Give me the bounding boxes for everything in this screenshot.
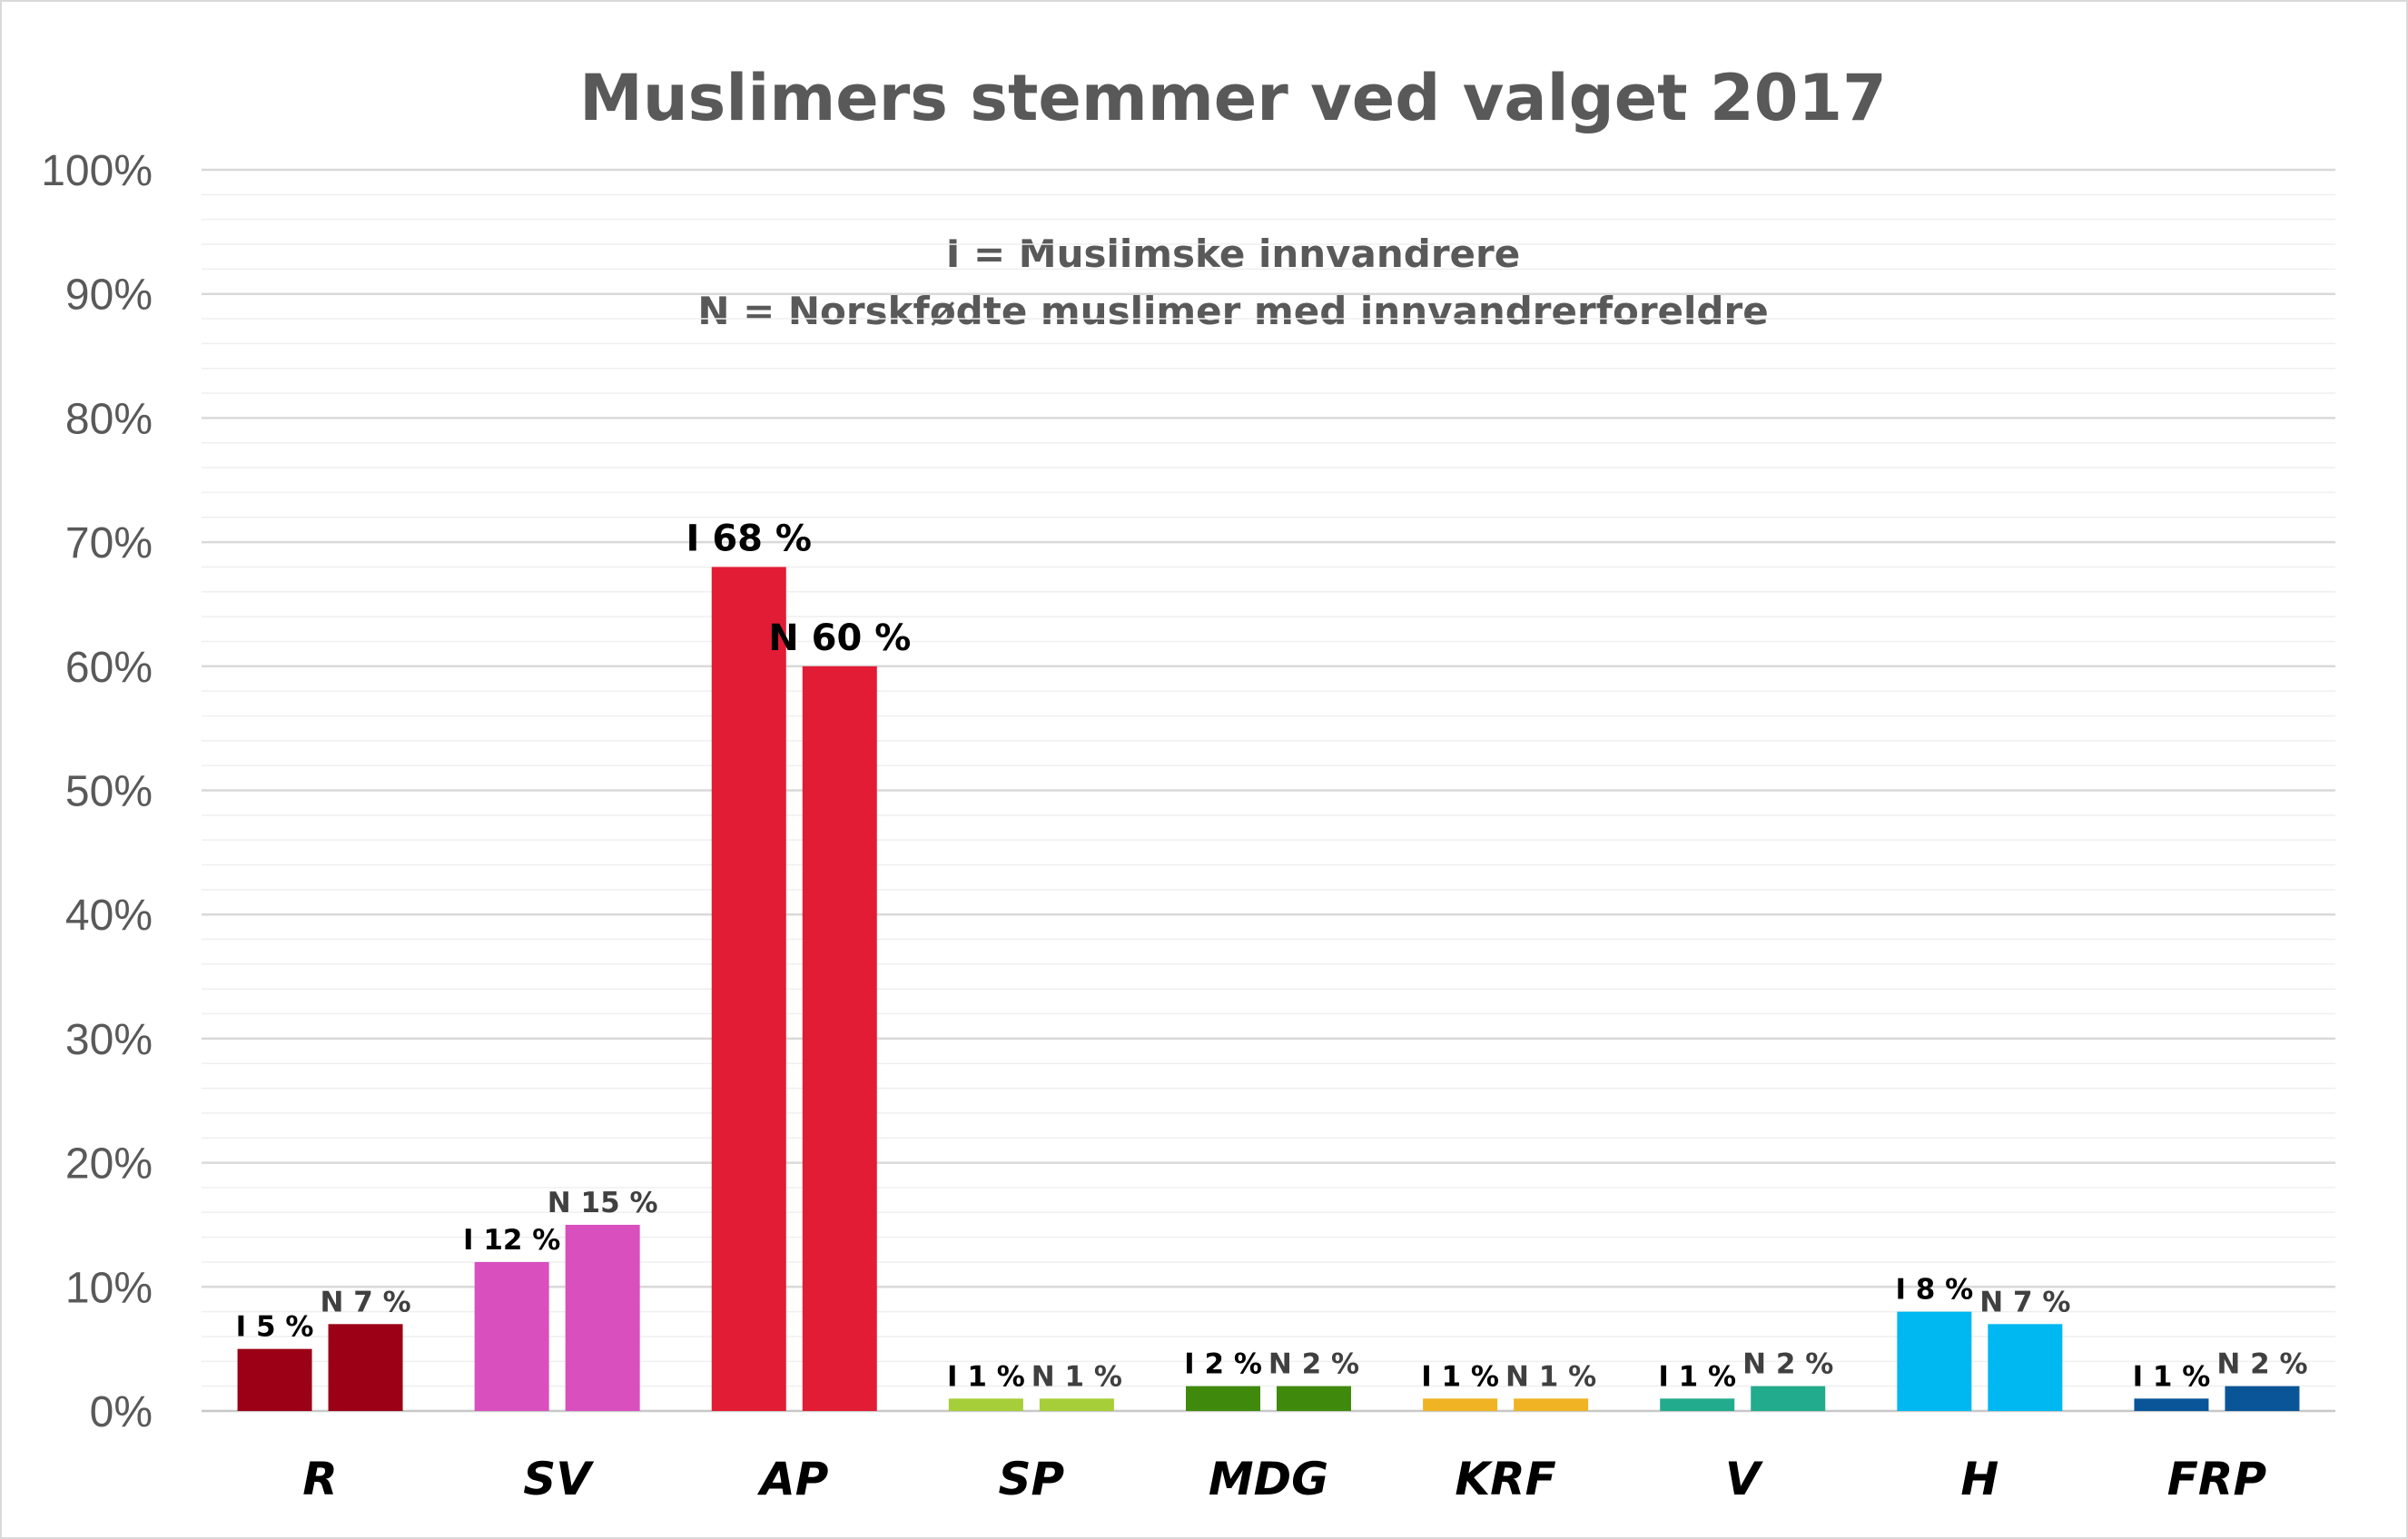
- data-label-i: I 8 %: [1895, 1274, 1973, 1307]
- data-label-i: I 1 %: [2133, 1360, 2211, 1393]
- data-label-i: I 68 %: [686, 518, 812, 559]
- legend-note-n: N = Norskfødte muslimer med innvandrerfo…: [697, 289, 1768, 333]
- bar-n: [1751, 1386, 1826, 1411]
- data-label-n: N 2 %: [1742, 1348, 1833, 1381]
- data-label-i: I 2 %: [1184, 1348, 1262, 1381]
- bar-n: [2225, 1386, 2300, 1411]
- y-tick-label: 90%: [65, 271, 153, 320]
- bar-i: [1423, 1398, 1498, 1411]
- x-tick-label: R: [302, 1453, 338, 1505]
- data-label-n: N 2 %: [1268, 1348, 1359, 1381]
- x-tick-label: FRP: [2167, 1453, 2266, 1505]
- bar-i: [948, 1398, 1023, 1411]
- bar-i: [1897, 1311, 1972, 1411]
- bar-n: [1277, 1386, 1351, 1411]
- bar-i: [474, 1261, 549, 1411]
- data-label-n: N 15 %: [548, 1187, 658, 1219]
- x-tick-label: AP: [756, 1453, 828, 1505]
- x-tick-label: SV: [523, 1453, 594, 1505]
- y-tick-label: 30%: [65, 1016, 153, 1064]
- x-tick-label: V: [1725, 1453, 1763, 1505]
- data-label-i: I 12 %: [463, 1224, 560, 1257]
- chart-title: Muslimers stemmer ved valget 2017: [579, 61, 1887, 135]
- bar-i: [711, 567, 786, 1411]
- y-axis: 0% 10% 20% 30% 40% 50% 60% 70% 80% 90% 100%: [41, 147, 153, 1436]
- y-tick-label: 70%: [65, 519, 153, 567]
- bars: [237, 567, 2300, 1411]
- y-tick-label: 80%: [65, 395, 153, 443]
- data-labels: I 5 %N 7 %I 12 %N 15 %I 68 %N 60 %I 1 % N…: [236, 518, 2308, 1393]
- data-label-n: N 2 %: [2216, 1348, 2307, 1381]
- y-tick-label: 0%: [90, 1388, 153, 1436]
- data-label-i: I 1 %: [1421, 1360, 1499, 1393]
- bar-n: [1988, 1324, 2063, 1411]
- bar-n: [1514, 1398, 1589, 1411]
- y-tick-label: 20%: [65, 1140, 153, 1189]
- data-label-i: I 1 %: [947, 1360, 1025, 1393]
- bar-i: [237, 1348, 312, 1411]
- bar-i: [2134, 1398, 2209, 1411]
- bar-n: [1039, 1398, 1114, 1411]
- x-tick-label: H: [1960, 1453, 1998, 1505]
- data-label-n: N 60 %: [768, 617, 911, 659]
- data-label-i: I 5 %: [236, 1311, 314, 1344]
- y-tick-label: 50%: [65, 768, 153, 816]
- y-tick-label: 100%: [41, 147, 153, 195]
- y-tick-label: 60%: [65, 644, 153, 692]
- bar-n: [565, 1224, 640, 1411]
- bar-i: [1660, 1398, 1735, 1411]
- data-label-n: N 1 %: [1031, 1360, 1122, 1393]
- x-tick-label: MDG: [1209, 1453, 1328, 1505]
- x-axis: R SV AP SP MDG KRF V H FRP: [302, 1453, 2266, 1505]
- bar-i: [1186, 1386, 1260, 1411]
- y-tick-label: 10%: [65, 1264, 153, 1312]
- data-label-n: N 7 %: [320, 1286, 410, 1318]
- x-tick-label: SP: [999, 1453, 1065, 1505]
- bar-n: [802, 666, 877, 1411]
- data-label-i: I 1 %: [1658, 1360, 1736, 1393]
- y-tick-label: 40%: [65, 892, 153, 940]
- data-label-n: N 1 %: [1505, 1360, 1596, 1393]
- bar-n: [328, 1324, 403, 1411]
- data-label-n: N 7 %: [1979, 1286, 2070, 1318]
- x-tick-label: KRF: [1455, 1453, 1555, 1505]
- gridlines: [202, 168, 2335, 1413]
